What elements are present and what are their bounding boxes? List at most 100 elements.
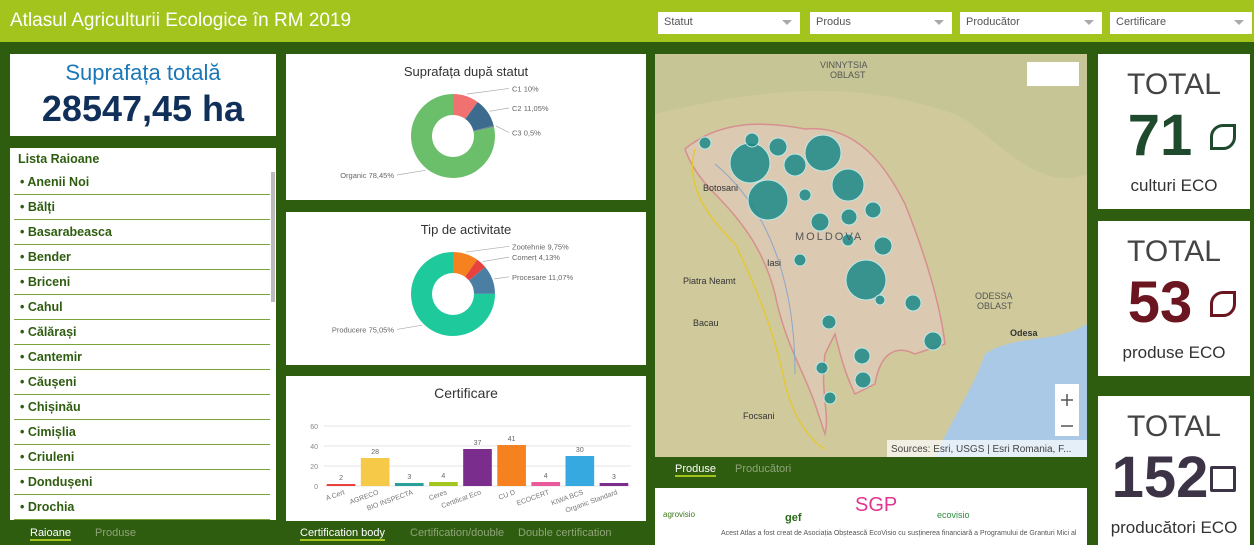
kpi-icon — [1210, 124, 1236, 150]
kpi-title: TOTAL — [1098, 68, 1250, 102]
filter-dropdown[interactable]: Producător — [960, 12, 1102, 34]
district-item[interactable]: • Cimișlia — [14, 420, 270, 445]
map-bubble — [799, 189, 811, 201]
map-label: Bacau — [693, 318, 719, 328]
district-item[interactable]: • Căușeni — [14, 370, 270, 395]
dashboard: Atlasul Agriculturii Ecologice în RM 201… — [0, 0, 1254, 545]
chart-title: Certificare — [434, 385, 498, 401]
slice-category: Comerț — [512, 253, 538, 262]
map[interactable]: VINNYTSIA OBLAST MOLDOVA ODESSA OBLAST O… — [655, 54, 1087, 457]
tab[interactable]: Producători — [735, 463, 791, 475]
slice-value: 9,75% — [547, 242, 569, 251]
bar — [600, 483, 629, 486]
map-bubble — [841, 209, 857, 225]
logo: ecovisio — [937, 510, 970, 520]
district-item[interactable]: • Basarabeasca — [14, 220, 270, 245]
slice-value: 11,07% — [548, 273, 573, 282]
district-item[interactable]: • Bălți — [14, 195, 270, 220]
bar — [531, 482, 560, 486]
map-bubble — [805, 135, 841, 171]
slice-value: 11,05% — [524, 104, 549, 113]
bar — [361, 458, 390, 486]
filter-dropdown[interactable]: Statut — [658, 12, 800, 34]
tab[interactable]: Double certification — [518, 527, 612, 539]
slice-label: C3 0,5% — [512, 128, 541, 137]
district-item[interactable]: • Anenii Noi — [14, 170, 270, 195]
slice-category: C2 — [512, 104, 522, 113]
slice-label: Comerț 4,13% — [512, 253, 560, 262]
bar — [327, 484, 356, 486]
slice-label: Procesare 11,07% — [512, 273, 573, 282]
slice-category: Zootehnie — [512, 242, 545, 251]
tab[interactable]: Certification body — [300, 527, 385, 541]
district-item[interactable]: • Criuleni — [14, 445, 270, 470]
district-item[interactable]: • Briceni — [14, 270, 270, 295]
map-bubble — [816, 362, 828, 374]
bar-value-label: 4 — [544, 473, 548, 480]
bar — [395, 483, 424, 486]
map-label: OBLAST — [977, 301, 1013, 311]
map-bubble — [855, 372, 871, 388]
total-area-card: Suprafața totală 28547,45 ha — [10, 54, 276, 136]
footer-panel: agrovisio gef SGP ecovisio Acest Atlas a… — [655, 488, 1087, 545]
slice-label: Zootehnie 9,75% — [512, 242, 569, 251]
district-item[interactable]: • Bender — [14, 245, 270, 270]
map-label: Iasi — [767, 258, 781, 268]
bar-value-label: 37 — [474, 440, 482, 447]
bar-value-label: 30 — [576, 447, 584, 454]
slice-category: Organic — [340, 171, 367, 180]
slice-category: C3 — [512, 128, 522, 137]
kpi-label: culturi ECO — [1098, 176, 1250, 196]
bar — [566, 456, 595, 486]
map-label: ODESSA — [975, 291, 1013, 301]
slice-value: 10% — [524, 84, 539, 93]
slice-category: Procesare — [512, 273, 546, 282]
tab[interactable]: Produse — [675, 463, 716, 477]
kpi-card: TOTAL152producători ECO — [1098, 396, 1250, 545]
slice-value: 4,13% — [539, 253, 561, 262]
zoom-control[interactable] — [1055, 384, 1079, 436]
tab[interactable]: Raioane — [30, 527, 71, 541]
kpi-title: TOTAL — [1098, 410, 1250, 444]
bar-value-label: 3 — [407, 474, 411, 481]
y-tick-label: 40 — [310, 444, 318, 451]
map-bubble — [832, 169, 864, 201]
logo: gef — [785, 512, 802, 524]
tab[interactable]: Certification/double — [410, 527, 504, 539]
district-item[interactable]: • Cantemir — [14, 345, 270, 370]
logo: SGP — [855, 494, 897, 517]
chart-title: Suprafața după statut — [404, 64, 529, 79]
attribution: Sources: Esri, USGS | Esri Romania, F... — [891, 444, 1071, 455]
kpi-icon — [1210, 466, 1236, 492]
filter-dropdown[interactable]: Produs — [810, 12, 952, 34]
map-bubble — [865, 202, 881, 218]
bar-value-label: 2 — [339, 475, 343, 482]
page-title: Atlasul Agriculturii Ecologice în RM 201… — [10, 10, 351, 32]
total-area-label: Suprafața totală — [10, 60, 276, 86]
kpi-title: TOTAL — [1098, 235, 1250, 269]
district-list: • Anenii Noi• Bălți• Basarabeasca• Bende… — [14, 170, 270, 520]
district-item[interactable]: • Cahul — [14, 295, 270, 320]
map-bubble — [748, 180, 788, 220]
map-bubble — [875, 295, 885, 305]
total-area-value: 28547,45 ha — [10, 88, 276, 130]
chart-title: Tip de activitate — [421, 222, 512, 237]
map-bubble — [854, 348, 870, 364]
map-tools[interactable] — [1027, 62, 1079, 86]
district-item[interactable]: • Drochia — [14, 495, 270, 520]
tab[interactable]: Produse — [95, 527, 136, 539]
bar-value-label: 3 — [612, 474, 616, 481]
charts-column: Suprafața după statutC1 10%C2 11,05%C3 0… — [286, 54, 646, 521]
district-item[interactable]: • Călărași — [14, 320, 270, 345]
kpi-icon — [1210, 291, 1236, 317]
map-bubble — [822, 315, 836, 329]
footer-text: Acest Atlas a fost creat de Asociația Ob… — [721, 530, 1077, 537]
y-tick-label: 60 — [310, 424, 318, 431]
filter-dropdown[interactable]: Certificare — [1110, 12, 1252, 34]
district-item[interactable]: • Dondușeni — [14, 470, 270, 495]
slice-value: 75,05% — [369, 325, 395, 334]
district-item[interactable]: • Chișinău — [14, 395, 270, 420]
y-tick-label: 20 — [310, 464, 318, 471]
map-bubble — [769, 138, 787, 156]
list-title: Lista Raioane — [18, 152, 99, 166]
